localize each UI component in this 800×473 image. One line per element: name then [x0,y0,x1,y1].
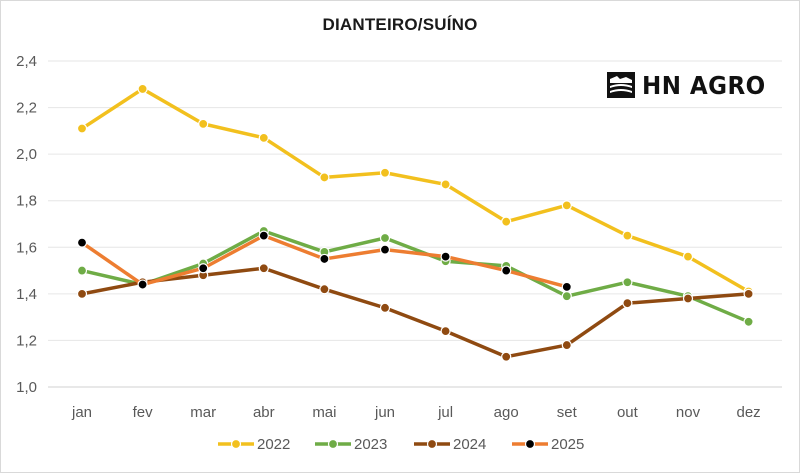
data-point-2023 [743,316,754,327]
series-line-2024 [80,266,751,359]
x-tick-label: mar [190,404,216,421]
data-point-2022 [682,251,694,262]
legend-marker-2024 [426,438,438,450]
chart-grid [48,60,782,388]
y-tick-label: 1,2 [16,332,37,349]
data-point-2025 [440,251,451,262]
y-axis-ticks: 1,0 1,2 1,4 1,6 1,8 2,0 2,2 2,4 [16,53,37,396]
data-point-2022 [198,118,209,129]
data-point-2025 [137,279,148,290]
y-tick-label: 2,4 [16,53,37,70]
x-tick-label: mai [312,404,336,421]
chart-legend: 2022 2023 2024 2025 [218,436,584,453]
series-line-2023 [80,229,751,324]
data-point-2022 [76,123,88,134]
x-tick-label: out [617,404,639,421]
hn-agro-logo-text: HN AGRO [642,70,766,100]
data-point-2025 [561,281,572,292]
x-tick-label: set [557,404,578,421]
data-point-2025 [258,230,269,241]
data-point-2023 [622,277,633,288]
data-point-2022 [379,167,391,178]
data-point-2025 [379,244,391,255]
data-point-2024 [440,326,451,337]
y-tick-label: 2,0 [16,146,37,163]
legend-marker-2022 [230,438,242,450]
series-line-2022 [80,87,751,294]
data-point-2024 [501,351,512,362]
data-point-2023 [561,291,572,302]
data-point-2024 [682,293,694,304]
x-tick-label: fev [133,404,154,421]
x-tick-label: dez [737,404,761,421]
data-point-2022 [319,172,330,183]
hn-agro-logo: HN AGRO [606,70,776,100]
legend-label-2022: 2022 [257,436,290,453]
legend-label-2025: 2025 [551,436,584,453]
data-point-2025 [501,265,512,276]
x-tick-label: abr [253,404,275,421]
data-point-2022 [561,200,572,211]
x-tick-label: ago [494,404,519,421]
data-point-2023 [379,232,391,244]
data-point-2022 [258,132,269,143]
chart-title: DIANTEIRO/SUÍNO [322,15,478,34]
y-tick-label: 1,0 [16,379,37,396]
data-point-2024 [258,263,269,274]
hn-agro-logo-icon [607,72,635,98]
data-point-2024 [622,298,633,309]
data-point-2025 [198,263,209,274]
data-point-2022 [137,83,148,95]
x-tick-label: jan [71,404,92,421]
data-point-2022 [501,216,512,227]
y-tick-label: 1,8 [16,193,37,210]
data-point-2024 [561,339,572,351]
data-point-2025 [319,253,330,265]
x-axis-ticks: jan fev mar abr mai jun jul ago set out nov dez [71,404,761,421]
legend-label-2024: 2024 [453,436,486,453]
data-point-2024 [743,288,754,299]
x-tick-label: nov [676,404,701,421]
x-tick-label: jul [437,404,453,421]
y-tick-label: 1,4 [16,286,37,303]
data-point-2025 [76,237,88,248]
data-point-2022 [622,230,633,241]
data-point-2024 [379,302,391,313]
y-tick-label: 2,2 [16,100,37,117]
x-tick-label: jun [374,404,395,421]
data-point-2023 [76,265,88,276]
legend-marker-2025 [524,438,536,450]
chart-series [76,83,754,362]
y-tick-label: 1,6 [16,239,37,256]
data-point-2024 [76,288,88,299]
legend-marker-2023 [327,438,339,450]
legend-label-2023: 2023 [354,436,387,453]
data-point-2022 [440,179,451,190]
data-point-2024 [319,284,330,295]
